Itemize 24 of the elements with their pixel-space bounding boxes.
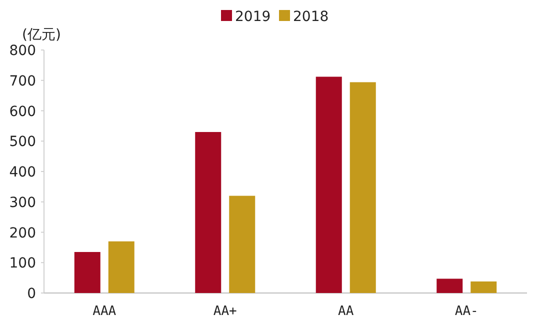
y-tick-label: 300 — [9, 194, 36, 211]
y-tick-label: 600 — [9, 104, 36, 120]
y-tick-label: 700 — [9, 73, 36, 90]
bar — [195, 132, 222, 293]
y-tick-label: 0 — [27, 286, 36, 302]
bar — [229, 196, 256, 293]
legend-label: 2018 — [293, 9, 329, 25]
y-tick-label: 500 — [9, 134, 36, 150]
x-tick-label: AAA — [92, 304, 116, 319]
bar — [350, 82, 376, 293]
y-tick-label: 800 — [9, 43, 36, 59]
y-tick-label: 100 — [9, 256, 36, 272]
x-tick-label: AA — [338, 304, 354, 319]
bar — [436, 278, 463, 293]
bar — [316, 76, 342, 293]
legend-label: 2019 — [235, 9, 271, 25]
y-tick-label: 200 — [9, 225, 36, 242]
bar — [470, 281, 497, 293]
y-tick-label: 400 — [9, 164, 36, 180]
y-axis-title: (亿元) — [22, 27, 61, 43]
x-tick-label: AA+ — [213, 304, 238, 319]
x-tick-label: AA- — [454, 304, 478, 319]
bar — [74, 252, 100, 293]
bar — [108, 241, 134, 293]
